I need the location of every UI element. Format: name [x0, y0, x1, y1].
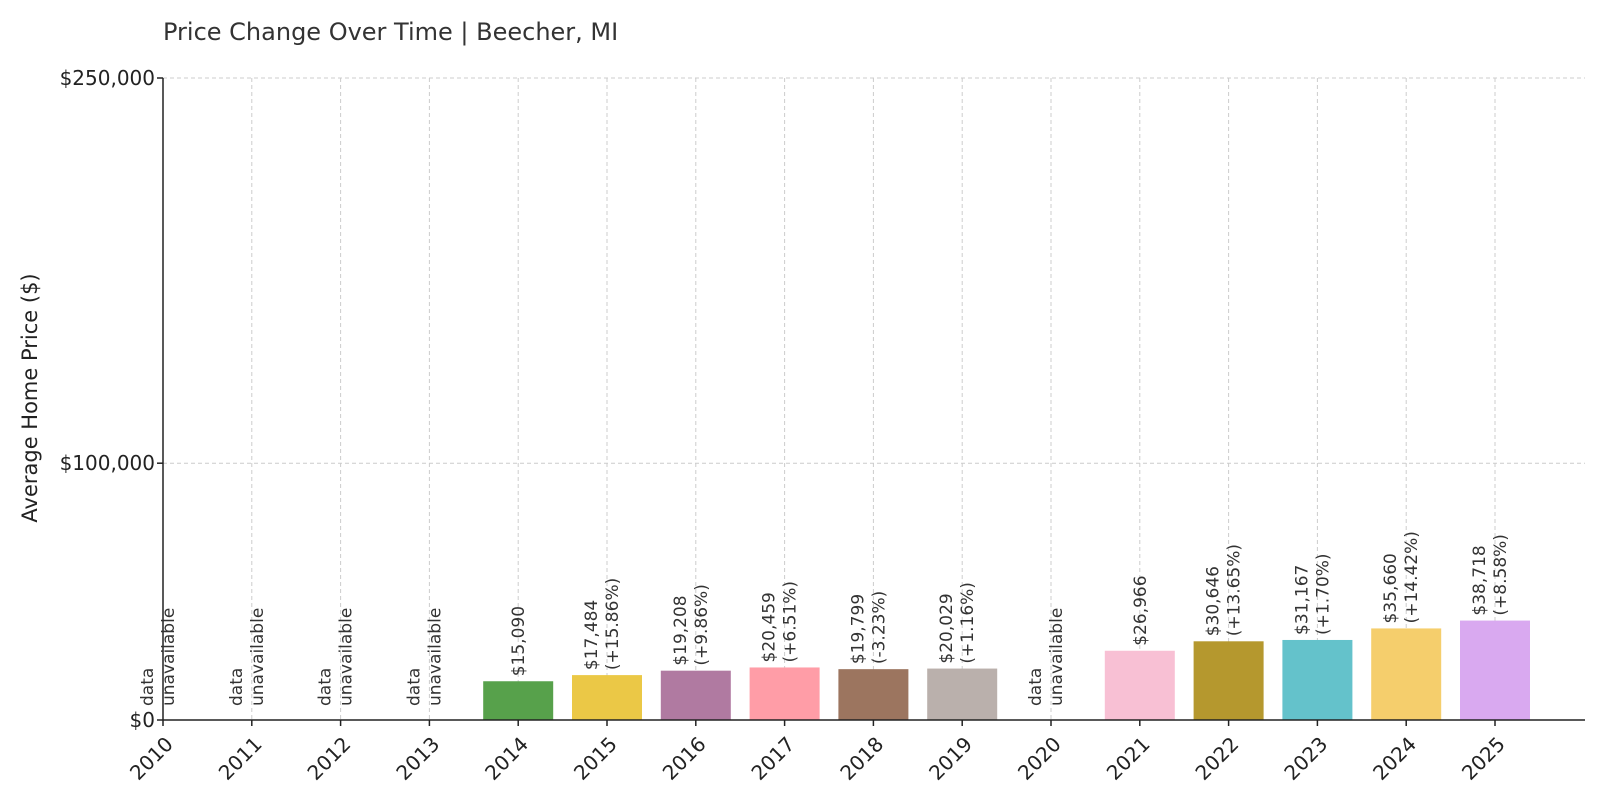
grid-layer: [162, 77, 1585, 720]
bar-2016: [660, 670, 731, 720]
unavailable-label: data: [1026, 668, 1046, 706]
data-label-change: (+15.86%): [603, 578, 623, 670]
unavailable-label: unavailable: [248, 608, 268, 706]
data-label-value: $20,029: [937, 593, 957, 663]
data-label-value: $20,459: [760, 592, 780, 662]
bar-layer: [483, 620, 1530, 720]
bar-2022: [1193, 641, 1264, 720]
bar-2017: [749, 667, 820, 720]
data-label-change: (+1.16%): [958, 582, 978, 664]
x-tick-label: 2010: [125, 732, 178, 785]
data-label-value: $38,718: [1470, 545, 1490, 615]
x-tick-label: 2019: [924, 732, 977, 785]
x-tick-label: 2017: [746, 732, 799, 785]
data-label-value: $19,799: [848, 594, 868, 664]
unavailable-label: unavailable: [1047, 608, 1067, 706]
data-label-change: (+6.51%): [781, 581, 801, 663]
data-label-change: (+8.58%): [1491, 534, 1511, 616]
y-tick-label: $0: [130, 708, 155, 732]
x-tick-label: 2020: [1013, 732, 1066, 785]
bar-2024: [1371, 628, 1442, 720]
bar-2021: [1104, 650, 1175, 720]
x-tick-label: 2025: [1457, 732, 1510, 785]
chart-title: Price Change Over Time | Beecher, MI: [163, 18, 618, 46]
y-tick-label: $100,000: [60, 451, 155, 475]
unavailable-label: unavailable: [337, 608, 357, 706]
x-tick-label: 2021: [1102, 732, 1155, 785]
data-label-change: (+1.70%): [1313, 553, 1333, 635]
unavailable-label: data: [138, 668, 158, 706]
data-label-value: $15,090: [509, 606, 529, 676]
x-tick-label: 2012: [302, 732, 355, 785]
data-label-change: (-3.23%): [869, 591, 889, 664]
label-layer: data unavailable data unavailable data unavai…: [138, 531, 1511, 706]
data-label-value: $35,660: [1381, 553, 1401, 623]
x-tick-label: 2015: [569, 732, 622, 785]
bar-2014: [483, 681, 554, 720]
data-label-change: (+14.42%): [1402, 531, 1422, 623]
unavailable-label: unavailable: [159, 608, 179, 706]
data-label-change: (+9.86%): [692, 584, 712, 666]
x-tick-label: 2018: [835, 732, 888, 785]
bar-2019: [927, 668, 998, 720]
x-tick-label: 2011: [214, 732, 267, 785]
data-label-value: $31,167: [1292, 565, 1312, 635]
bar-2023: [1282, 639, 1353, 720]
unavailable-label: data: [227, 668, 247, 706]
data-label-value: $17,484: [582, 600, 602, 670]
data-label-value: $30,646: [1204, 566, 1224, 636]
x-tick-label: 2014: [480, 732, 533, 785]
data-label-change: (+13.65%): [1225, 544, 1245, 636]
unavailable-label: data: [404, 668, 424, 706]
x-tick-label: 2013: [391, 732, 444, 785]
data-label-value: $26,966: [1131, 575, 1151, 645]
x-tick-label: 2024: [1368, 732, 1421, 785]
bar-2025: [1460, 620, 1530, 720]
x-tick-label: 2022: [1190, 732, 1243, 785]
x-tick-label: 2016: [658, 732, 711, 785]
y-tick-label: $250,000: [60, 66, 155, 90]
x-tick-label: 2023: [1279, 732, 1332, 785]
y-axis-label: Average Home Price ($): [18, 273, 42, 522]
unavailable-label: unavailable: [425, 608, 445, 706]
bar-2015: [572, 675, 642, 720]
unavailable-label: data: [316, 668, 336, 706]
data-label-value: $19,208: [671, 595, 691, 665]
bar-2018: [838, 669, 909, 720]
